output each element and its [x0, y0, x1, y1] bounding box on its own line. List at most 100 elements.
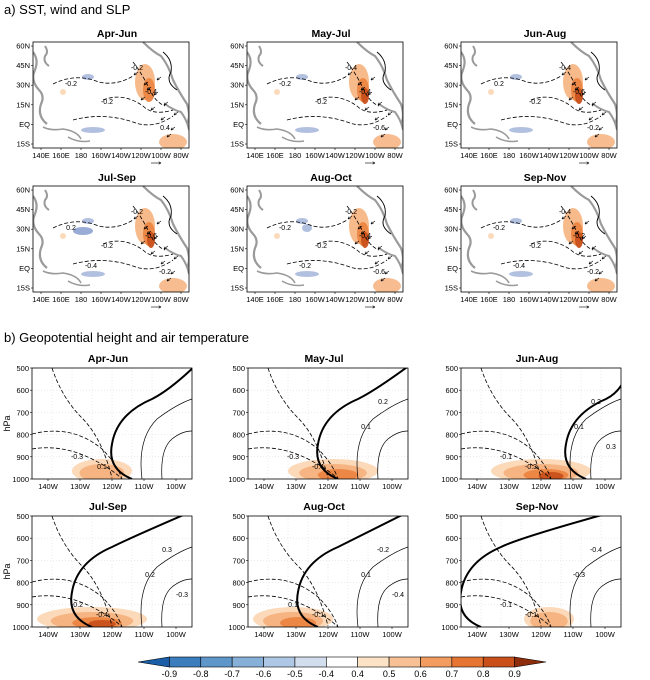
x-tick-label: 130W	[70, 482, 91, 491]
wind-arrow-head	[561, 72, 564, 76]
wind-arrow-head	[158, 162, 162, 165]
contour-label: 0.2	[494, 81, 504, 88]
positive-contour	[377, 578, 408, 627]
y-tick-label: 45N	[16, 205, 30, 214]
slp-contour	[500, 259, 602, 270]
contour-label: -0.4	[559, 65, 571, 72]
wind-arrow-shaft	[571, 81, 577, 86]
contour-label: -0.2	[131, 209, 143, 216]
section-b-title: b) Geopotential height and air temperatu…	[4, 330, 249, 345]
colorbar-segment	[451, 656, 484, 668]
contour-label: -0.2	[101, 243, 113, 250]
contour-label: -0.2	[345, 209, 357, 216]
x-tick-label: 110W	[350, 630, 370, 639]
slp-contour	[266, 75, 348, 85]
wind-arrow-head	[581, 236, 584, 240]
slp-contour	[52, 219, 134, 229]
wind-arrow	[568, 240, 574, 245]
slp-contour	[590, 195, 606, 235]
sst-warm-patch	[159, 278, 187, 292]
negative-contour	[461, 595, 552, 627]
colorbar-label: 0.9	[508, 669, 521, 679]
y-tick-label: 15S	[445, 140, 458, 149]
positive-contour	[140, 398, 192, 479]
wind-arrow	[367, 235, 373, 240]
y-tick-label: 900	[16, 601, 29, 610]
x-tick-label: 180	[75, 151, 88, 160]
wind-arrow-head	[367, 92, 370, 96]
sst-warm-patch	[60, 233, 66, 239]
panel-title: May-Jul	[304, 353, 343, 365]
panel-title: Aug-Oct	[303, 501, 345, 513]
y-tick-label: 60N	[444, 186, 458, 195]
wind-arrow	[153, 91, 159, 96]
sst-warm-patch	[373, 134, 401, 148]
colorbar-label: -0.8	[193, 669, 209, 679]
colorbar-segment	[326, 656, 358, 668]
slp-contour	[102, 240, 174, 257]
colorbar-label: -0.9	[162, 669, 178, 679]
wind-arrow	[591, 245, 597, 250]
x-tick-label: 100W	[365, 295, 386, 304]
negative-contour	[480, 368, 542, 479]
coastline-maritime	[42, 270, 82, 284]
wind-arrow-head	[370, 77, 373, 81]
wind-arrow	[384, 270, 390, 275]
colorbar: -0.9 -0.8 -0.7 -0.6 -0.5 -0.4 0.4 0.5 0.6 0.7 0.8 0…	[137, 656, 547, 679]
wind-arrow	[151, 161, 162, 165]
y-axis-label: hPa	[2, 415, 12, 431]
wind-arrow-head	[372, 305, 376, 308]
y-tick-label: 500	[445, 512, 458, 521]
contour-label: 0.3	[162, 547, 172, 554]
xsection-area	[248, 368, 408, 479]
panel-title: Sep-Nov	[516, 501, 559, 513]
y-tick-label: 600	[232, 386, 245, 395]
sst-warm-patch	[488, 233, 494, 239]
wind-arrow	[561, 215, 567, 220]
wind-arrow-shaft	[380, 277, 386, 282]
y-tick-label: 700	[445, 408, 458, 417]
contour-label: -0.4	[392, 592, 404, 599]
contour-label: -0.2	[587, 269, 599, 276]
wind-arrow-shaft	[574, 230, 580, 235]
y-tick-label: 15N	[444, 244, 458, 253]
contour-label: -0.2	[315, 243, 327, 250]
wind-arrow	[579, 305, 590, 309]
wind-arrow-shaft	[354, 96, 360, 101]
wind-arrow	[364, 250, 370, 255]
negative-contour	[248, 595, 339, 627]
colorbar-label: -0.5	[287, 669, 303, 679]
wind-arrow-shaft	[166, 277, 172, 282]
y-tick-label: 15S	[231, 284, 244, 293]
wind-arrow-head	[133, 72, 136, 76]
y-tick-label: 15N	[230, 100, 244, 109]
wind-arrow-head	[372, 161, 376, 164]
y-tick-label: EQ	[447, 120, 458, 129]
slp-contour	[346, 61, 380, 107]
slp-contour	[346, 205, 380, 251]
wind-arrow	[173, 255, 179, 260]
wind-arrow-head	[581, 92, 584, 96]
wind-arrow-head	[568, 97, 571, 101]
y-tick-label: 15S	[231, 140, 244, 149]
y-tick-label: 800	[445, 431, 458, 440]
zero-contour	[110, 368, 192, 479]
slp-contour	[72, 259, 174, 270]
y-tick-label: 800	[445, 579, 458, 588]
positive-contour	[140, 546, 192, 627]
wind-arrow	[166, 133, 172, 138]
x-tick-label: 120W	[102, 630, 123, 639]
x-tick-label: 140W	[111, 151, 132, 160]
wind-arrow-head	[367, 236, 370, 240]
x-tick-label: 140E	[246, 151, 264, 160]
coastline-central-america	[592, 247, 617, 275]
y-tick-label: 15N	[16, 100, 30, 109]
wind-arrow	[588, 116, 594, 121]
contour-label: -0.2	[159, 269, 171, 276]
y-tick-label: 30N	[16, 81, 30, 90]
wind-arrow-shaft	[591, 101, 597, 106]
panel-frame	[246, 41, 404, 149]
contour-label: -0.2	[65, 81, 77, 88]
slp-contour	[162, 51, 178, 91]
wind-arrow	[360, 86, 366, 91]
